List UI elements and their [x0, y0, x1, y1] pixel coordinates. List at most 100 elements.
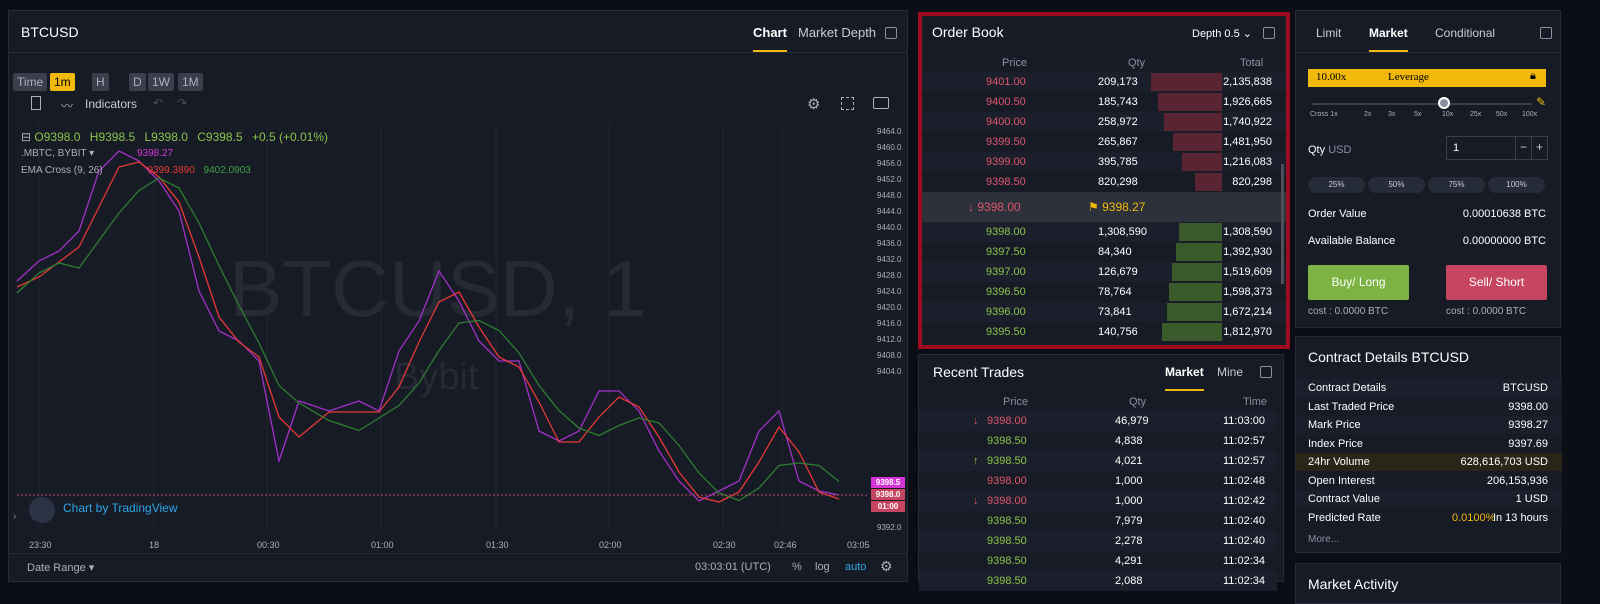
price-tick: 9428.0	[877, 271, 902, 280]
leverage-slider[interactable]	[1312, 103, 1532, 105]
time-tick: 01:00	[371, 540, 394, 550]
bids-row[interactable]: 9398.00 1,308,590 1,308,590	[922, 222, 1286, 242]
leverage-tick[interactable]: 3x	[1388, 111, 1396, 118]
pct-25-button[interactable]: 25%	[1308, 177, 1365, 193]
qty-input[interactable]: 1	[1453, 142, 1460, 154]
collapse-icon[interactable]: ⊟	[21, 130, 35, 144]
leverage-tick[interactable]: 50x	[1496, 111, 1508, 118]
redo-icon[interactable]: ↷	[177, 96, 188, 110]
tab-market-order[interactable]: Market	[1369, 26, 1408, 52]
interval-h[interactable]: H	[92, 73, 109, 91]
bids-row[interactable]: 9396.00 73,841 1,672,214	[922, 302, 1286, 322]
leverage-tick[interactable]: 25x	[1470, 111, 1482, 118]
pct-100-button[interactable]: 100%	[1488, 177, 1545, 193]
leverage-slider-handle[interactable]	[1438, 97, 1450, 109]
market-activity-title: Market Activity	[1308, 576, 1399, 592]
expand-icon[interactable]	[1263, 27, 1275, 39]
bids-row[interactable]: 9397.50 84,340 1,392,930	[922, 242, 1286, 262]
interval-time[interactable]: Time	[13, 73, 48, 91]
tradingview-logo-icon[interactable]	[29, 497, 55, 523]
log-scale-button[interactable]: log	[815, 561, 830, 573]
bids-row[interactable]: 9396.50 78,764 1,598,373	[922, 282, 1286, 302]
mark-price: ⚑ 9398.27	[1088, 200, 1146, 214]
pct-50-button[interactable]: 50%	[1368, 177, 1425, 193]
tab-limit[interactable]: Limit	[1316, 26, 1342, 40]
ohlc-legend: ⊟ O9398.0 H9398.5 L9398.0 C9398.5 +0.5 (…	[21, 130, 328, 144]
asks-price: 9401.00	[986, 76, 1026, 88]
leverage-tick[interactable]: 2x	[1364, 111, 1372, 118]
qty-stepper[interactable]: 1 − +	[1446, 136, 1548, 160]
candle-type-icon[interactable]	[31, 96, 41, 110]
bids-price: 9396.50	[986, 286, 1026, 298]
leverage-tick[interactable]: Cross 1x	[1310, 111, 1338, 118]
auto-scale-button[interactable]: auto	[845, 561, 867, 573]
bids-row[interactable]: 9395.50 140,756 1,812,970	[922, 322, 1286, 342]
sell-short-button[interactable]: Sell/ Short	[1446, 265, 1547, 300]
indicators-icon[interactable]: 〰	[61, 99, 74, 113]
interval-1m-month[interactable]: 1M	[178, 73, 203, 91]
buy-long-button[interactable]: Buy/ Long	[1308, 265, 1409, 300]
pct-75-button[interactable]: 75%	[1428, 177, 1485, 193]
leverage-tick[interactable]: 10x	[1442, 111, 1454, 118]
trade-time: 11:02:40	[1222, 535, 1265, 547]
leverage-tick[interactable]: 5x	[1414, 111, 1422, 118]
interval-1m[interactable]: 1m	[50, 73, 75, 91]
bids-price: 9397.00	[986, 266, 1026, 278]
tab-market-depth[interactable]: Market Depth	[798, 25, 877, 40]
contract-row: Index Price 9397.69	[1296, 434, 1562, 453]
percent-scale-button[interactable]: %	[792, 561, 802, 573]
interval-d[interactable]: D	[129, 73, 146, 91]
calculator-icon[interactable]	[1540, 27, 1552, 39]
tab-market[interactable]: Market	[1165, 365, 1204, 391]
tab-chart[interactable]: Chart	[753, 25, 787, 52]
date-range-button[interactable]: Date Range ▾	[27, 562, 95, 574]
trade-row: 9398.50 2,088 11:02:34	[919, 571, 1277, 591]
undo-icon[interactable]: ↶	[153, 96, 164, 110]
tab-mine[interactable]: Mine	[1217, 365, 1244, 379]
camera-icon[interactable]	[873, 97, 889, 109]
fullscreen-icon[interactable]	[841, 97, 854, 110]
tab-conditional[interactable]: Conditional	[1435, 26, 1496, 40]
interval-1w[interactable]: 1W	[148, 73, 174, 91]
contract-row: Contract Value 1 USD	[1296, 490, 1562, 508]
time-tick: 18	[149, 540, 160, 550]
tradingview-link[interactable]: Chart by TradingView	[63, 501, 178, 515]
depth-select[interactable]: Depth 0.5 ⌄	[1192, 28, 1252, 40]
bids-row[interactable]: 9397.00 126,679 1,519,609	[922, 262, 1286, 282]
qty-plus-button[interactable]: +	[1531, 137, 1547, 159]
scrollbar[interactable]	[1281, 164, 1284, 284]
chart-settings-icon[interactable]: ⚙	[880, 558, 893, 574]
asks-row[interactable]: 9399.50 265,867 1,481,950	[922, 132, 1286, 152]
asks-row[interactable]: 9398.50 820,298 820,298	[922, 172, 1286, 192]
price-chart[interactable]: BTCUSD, 1 Bybit	[9, 11, 909, 583]
available-balance: 0.00000000 BTC	[1462, 235, 1546, 247]
asks-row[interactable]: 9400.50 185,743 1,926,665	[922, 92, 1286, 112]
asks-row[interactable]: 9400.00 258,972 1,740,922	[922, 112, 1286, 132]
collapse-arrow-icon[interactable]: ›	[13, 511, 17, 522]
asks-qty: 395,785	[1098, 156, 1138, 168]
bids-price: 9398.00	[986, 226, 1026, 238]
asks-total: 1,216,083	[1223, 156, 1272, 168]
price-tick: 9416.0	[877, 319, 902, 328]
leverage-tick[interactable]: 100x	[1522, 111, 1538, 118]
more-link[interactable]: More...	[1308, 534, 1340, 545]
lock-icon[interactable]: 🔒︎	[1530, 70, 1536, 82]
bids-total: 1,598,373	[1223, 286, 1272, 298]
bids-qty: 73,841	[1098, 306, 1132, 318]
indicators-button[interactable]: Indicators	[85, 97, 138, 111]
settings-gear-icon[interactable]: ⚙	[807, 96, 821, 113]
col-qty: Qty	[1129, 396, 1147, 408]
edit-pencil-icon[interactable]: ✎	[1536, 95, 1547, 109]
trade-price: 9398.00	[987, 475, 1027, 487]
qty-minus-button[interactable]: −	[1515, 137, 1531, 159]
expand-icon[interactable]	[885, 27, 897, 39]
study-ema-v2: 9402.0903	[203, 165, 251, 176]
asks-row[interactable]: 9399.00 395,785 1,216,083	[922, 152, 1286, 172]
leverage-bar[interactable]: 10.00x Leverage 🔒︎	[1308, 69, 1546, 87]
ohlc-high: H9398.5	[89, 130, 136, 144]
expand-icon[interactable]	[1260, 366, 1272, 378]
utc-clock[interactable]: 03:03:01 (UTC)	[695, 561, 771, 573]
asks-total: 1,740,922	[1223, 116, 1272, 128]
countdown-label: 01:00	[871, 501, 905, 512]
asks-row[interactable]: 9401.00 209,173 2,135,838	[922, 72, 1286, 92]
